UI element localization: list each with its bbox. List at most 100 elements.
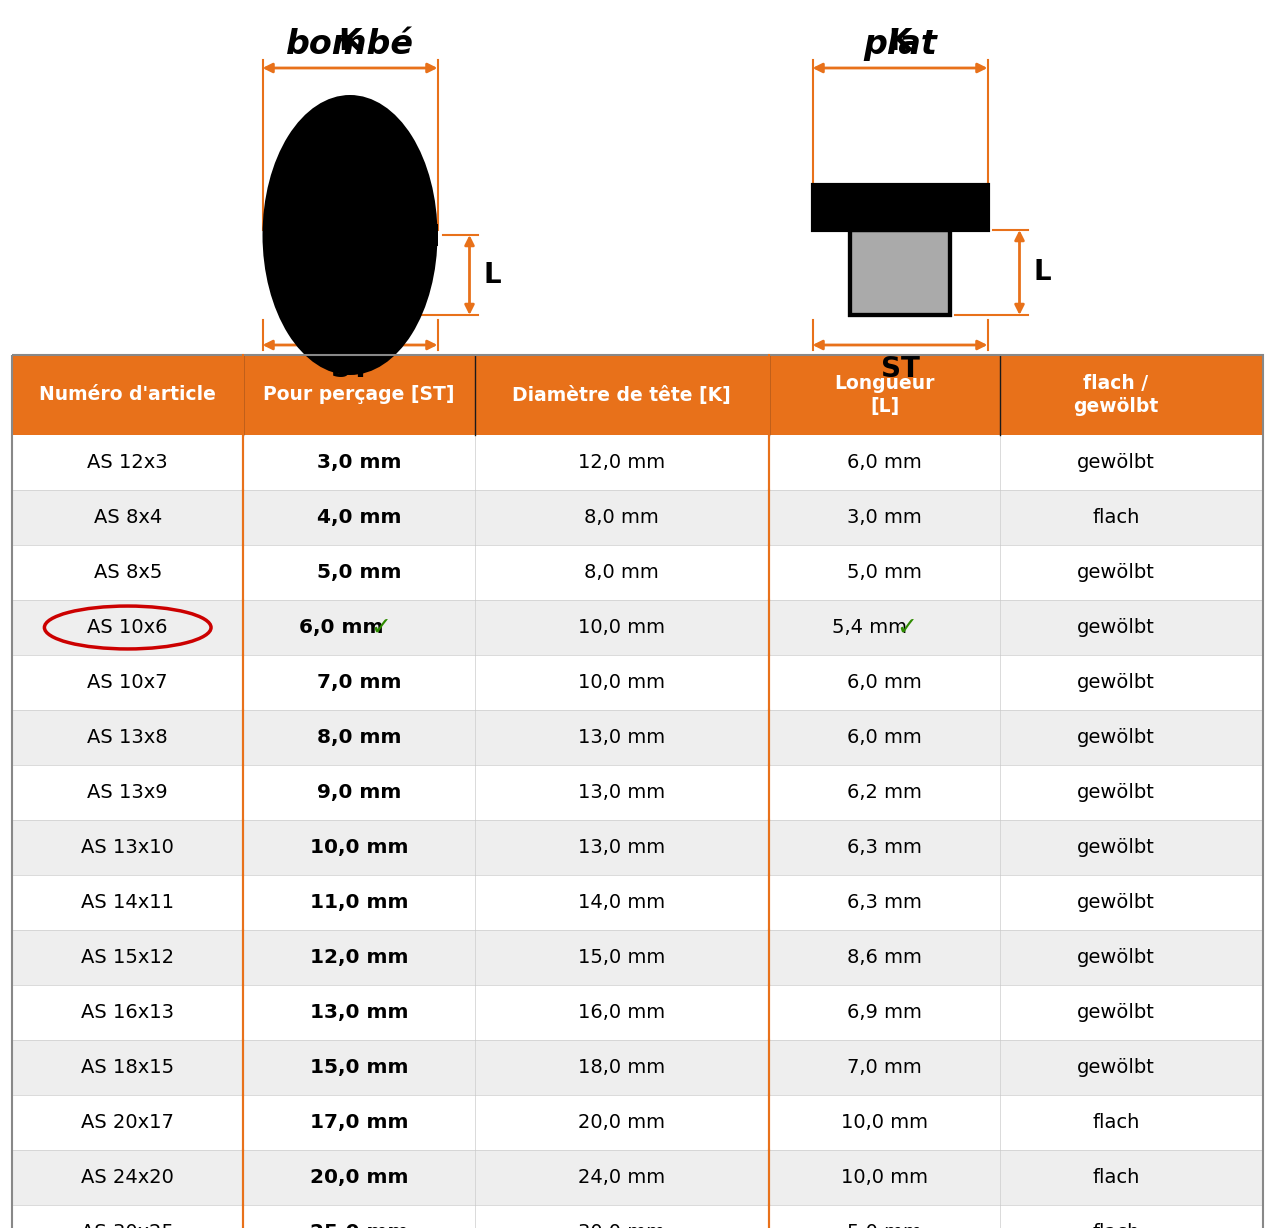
Text: 10,0 mm: 10,0 mm: [579, 673, 666, 693]
Text: AS 14x11: AS 14x11: [82, 893, 175, 912]
Bar: [11, 710, 1264, 765]
Text: AS 30x25: AS 30x25: [82, 1223, 175, 1228]
Text: 25,0 mm: 25,0 mm: [310, 1223, 408, 1228]
Text: 8,0 mm: 8,0 mm: [317, 728, 402, 747]
Text: 6,0 mm: 6,0 mm: [847, 453, 922, 472]
Text: 7,0 mm: 7,0 mm: [847, 1059, 922, 1077]
Bar: [11, 600, 1264, 655]
Text: 13,0 mm: 13,0 mm: [310, 1003, 408, 1022]
Text: AS 8x4: AS 8x4: [93, 508, 162, 527]
Text: 10,0 mm: 10,0 mm: [842, 1113, 928, 1132]
Bar: [11, 765, 1264, 820]
Text: flach /
gewölbt: flach / gewölbt: [1074, 373, 1159, 416]
Text: 6,0 mm: 6,0 mm: [847, 728, 922, 747]
Text: gewölbt: gewölbt: [1077, 618, 1155, 637]
Text: 6,0 mm: 6,0 mm: [847, 673, 922, 693]
Text: 6,0 mm: 6,0 mm: [298, 618, 384, 637]
Text: gewölbt: gewölbt: [1077, 948, 1155, 966]
Bar: [11, 1149, 1264, 1205]
Text: 10,0 mm: 10,0 mm: [842, 1168, 928, 1187]
Text: 10,0 mm: 10,0 mm: [579, 618, 666, 637]
Text: 3,0 mm: 3,0 mm: [847, 508, 922, 527]
Text: flach: flach: [1093, 508, 1140, 527]
Text: 6,3 mm: 6,3 mm: [847, 893, 922, 912]
Text: gewölbt: gewölbt: [1077, 1003, 1155, 1022]
Bar: [300, 235, 400, 316]
Bar: [11, 355, 1264, 435]
Text: AS 12x3: AS 12x3: [88, 453, 168, 472]
Text: bombé: bombé: [286, 28, 414, 61]
Text: K: K: [338, 27, 362, 56]
Text: gewölbt: gewölbt: [1077, 893, 1155, 912]
Text: ST: ST: [330, 355, 370, 383]
Text: 18,0 mm: 18,0 mm: [579, 1059, 666, 1077]
Text: 4,0 mm: 4,0 mm: [317, 508, 402, 527]
Bar: [11, 490, 1264, 545]
Text: 30,0 mm: 30,0 mm: [579, 1223, 666, 1228]
Text: 12,0 mm: 12,0 mm: [579, 453, 666, 472]
Text: 20,0 mm: 20,0 mm: [579, 1113, 666, 1132]
Text: gewölbt: gewölbt: [1077, 453, 1155, 472]
Text: AS 10x6: AS 10x6: [88, 618, 168, 637]
Text: 20,0 mm: 20,0 mm: [310, 1168, 408, 1187]
Text: AS 13x8: AS 13x8: [88, 728, 168, 747]
Text: Longueur
[L]: Longueur [L]: [834, 373, 935, 416]
Text: 16,0 mm: 16,0 mm: [579, 1003, 666, 1022]
Text: ✓: ✓: [371, 615, 391, 640]
Bar: [850, 230, 950, 316]
Bar: [850, 230, 950, 316]
Text: 15,0 mm: 15,0 mm: [579, 948, 666, 966]
Text: 14,0 mm: 14,0 mm: [579, 893, 666, 912]
Text: AS 13x10: AS 13x10: [82, 837, 175, 857]
Text: 13,0 mm: 13,0 mm: [579, 837, 666, 857]
Text: Numéro d'article: Numéro d'article: [40, 386, 217, 404]
Text: plat: plat: [863, 28, 937, 61]
Text: 3,0 mm: 3,0 mm: [317, 453, 402, 472]
Text: 6,9 mm: 6,9 mm: [847, 1003, 922, 1022]
Text: 8,0 mm: 8,0 mm: [584, 562, 659, 582]
Text: flach: flach: [1093, 1223, 1140, 1228]
Bar: [11, 820, 1264, 876]
Ellipse shape: [263, 95, 437, 375]
Text: L: L: [1034, 259, 1051, 286]
Text: AS 15x12: AS 15x12: [82, 948, 175, 966]
Text: AS 18x15: AS 18x15: [82, 1059, 175, 1077]
Bar: [11, 1095, 1264, 1149]
Text: K: K: [889, 27, 912, 56]
Text: 24,0 mm: 24,0 mm: [579, 1168, 666, 1187]
Text: 5,0 mm: 5,0 mm: [847, 1223, 922, 1228]
Text: AS 10x7: AS 10x7: [88, 673, 168, 693]
Text: AS 8x5: AS 8x5: [93, 562, 162, 582]
Bar: [11, 1205, 1264, 1228]
Bar: [11, 930, 1264, 985]
Text: 6,2 mm: 6,2 mm: [847, 783, 922, 802]
Bar: [11, 355, 1264, 1228]
Text: 15,0 mm: 15,0 mm: [310, 1059, 408, 1077]
Text: 13,0 mm: 13,0 mm: [579, 728, 666, 747]
Text: AS 24x20: AS 24x20: [82, 1168, 175, 1187]
Text: 9,0 mm: 9,0 mm: [317, 783, 402, 802]
Text: ST: ST: [881, 355, 919, 383]
Text: 7,0 mm: 7,0 mm: [317, 673, 402, 693]
Text: AS 13x9: AS 13x9: [88, 783, 168, 802]
Text: AS 16x13: AS 16x13: [82, 1003, 175, 1022]
Bar: [11, 985, 1264, 1040]
Bar: [11, 876, 1264, 930]
Text: gewölbt: gewölbt: [1077, 728, 1155, 747]
Bar: [300, 235, 400, 316]
Text: AS 20x17: AS 20x17: [82, 1113, 175, 1132]
Text: gewölbt: gewölbt: [1077, 1059, 1155, 1077]
Text: 13,0 mm: 13,0 mm: [579, 783, 666, 802]
Text: gewölbt: gewölbt: [1077, 562, 1155, 582]
Bar: [11, 435, 1264, 490]
Bar: [263, 223, 437, 246]
Text: 12,0 mm: 12,0 mm: [310, 948, 408, 966]
Text: L: L: [483, 262, 501, 289]
Text: 5,0 mm: 5,0 mm: [317, 562, 402, 582]
Text: ✓: ✓: [896, 615, 917, 640]
Text: 8,6 mm: 8,6 mm: [847, 948, 922, 966]
Text: 10,0 mm: 10,0 mm: [310, 837, 408, 857]
Text: 8,0 mm: 8,0 mm: [584, 508, 659, 527]
Bar: [812, 185, 988, 230]
Text: flach: flach: [1093, 1113, 1140, 1132]
